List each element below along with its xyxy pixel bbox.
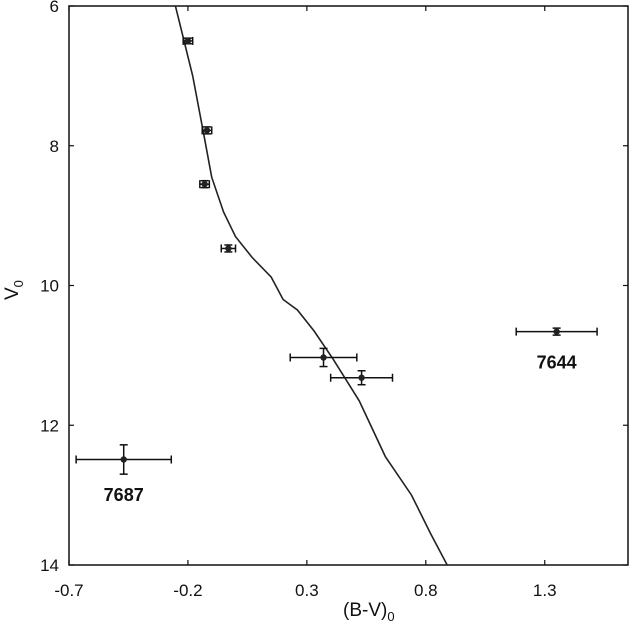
point-marker (203, 127, 211, 134)
annotations: 7644 7687 (104, 352, 577, 505)
annotation-label: 7644 (537, 352, 577, 372)
model-curve (174, 6, 448, 565)
data-point (289, 347, 358, 368)
data-point (75, 444, 173, 475)
point-marker (201, 180, 208, 188)
data-point (182, 36, 194, 45)
x-axis-title-sub: 0 (387, 609, 394, 624)
data-point (199, 179, 211, 189)
y-tick-label: 8 (50, 137, 59, 156)
x-tick-label: 1.3 (533, 581, 557, 600)
point-marker (358, 374, 365, 381)
y-axis-title: V0 (2, 280, 26, 300)
x-tick-label: 0.3 (295, 581, 319, 600)
tick-labels: -0.7 -0.2 0.3 0.8 1.3 6 8 10 12 14 (40, 0, 556, 600)
plot-frame (68, 5, 629, 566)
y-tick-label: 10 (40, 277, 59, 296)
point-marker (320, 354, 327, 361)
data-points (75, 36, 598, 475)
y-tick-label: 12 (40, 416, 59, 435)
y-axis-title-sub: 0 (11, 280, 26, 287)
point-marker (184, 37, 192, 45)
y-axis-title-main: V (2, 287, 23, 300)
point-marker (120, 456, 127, 463)
point-marker (225, 245, 232, 252)
x-tick-label: 0.8 (414, 581, 438, 600)
x-axis-title-main: (B-V) (343, 600, 387, 621)
y-tick-label: 14 (40, 556, 59, 575)
data-point (329, 369, 394, 386)
y-tick-label: 6 (50, 0, 59, 16)
annotation-label: 7687 (104, 485, 144, 505)
data-point (201, 126, 213, 135)
point-marker (553, 328, 560, 335)
data-point (220, 244, 237, 253)
x-tick-label: -0.2 (173, 581, 202, 600)
x-tick-label: -0.7 (54, 581, 83, 600)
axis-ticks (68, 5, 628, 566)
data-point (515, 327, 598, 336)
x-axis-title: (B-V)0 (343, 600, 395, 624)
